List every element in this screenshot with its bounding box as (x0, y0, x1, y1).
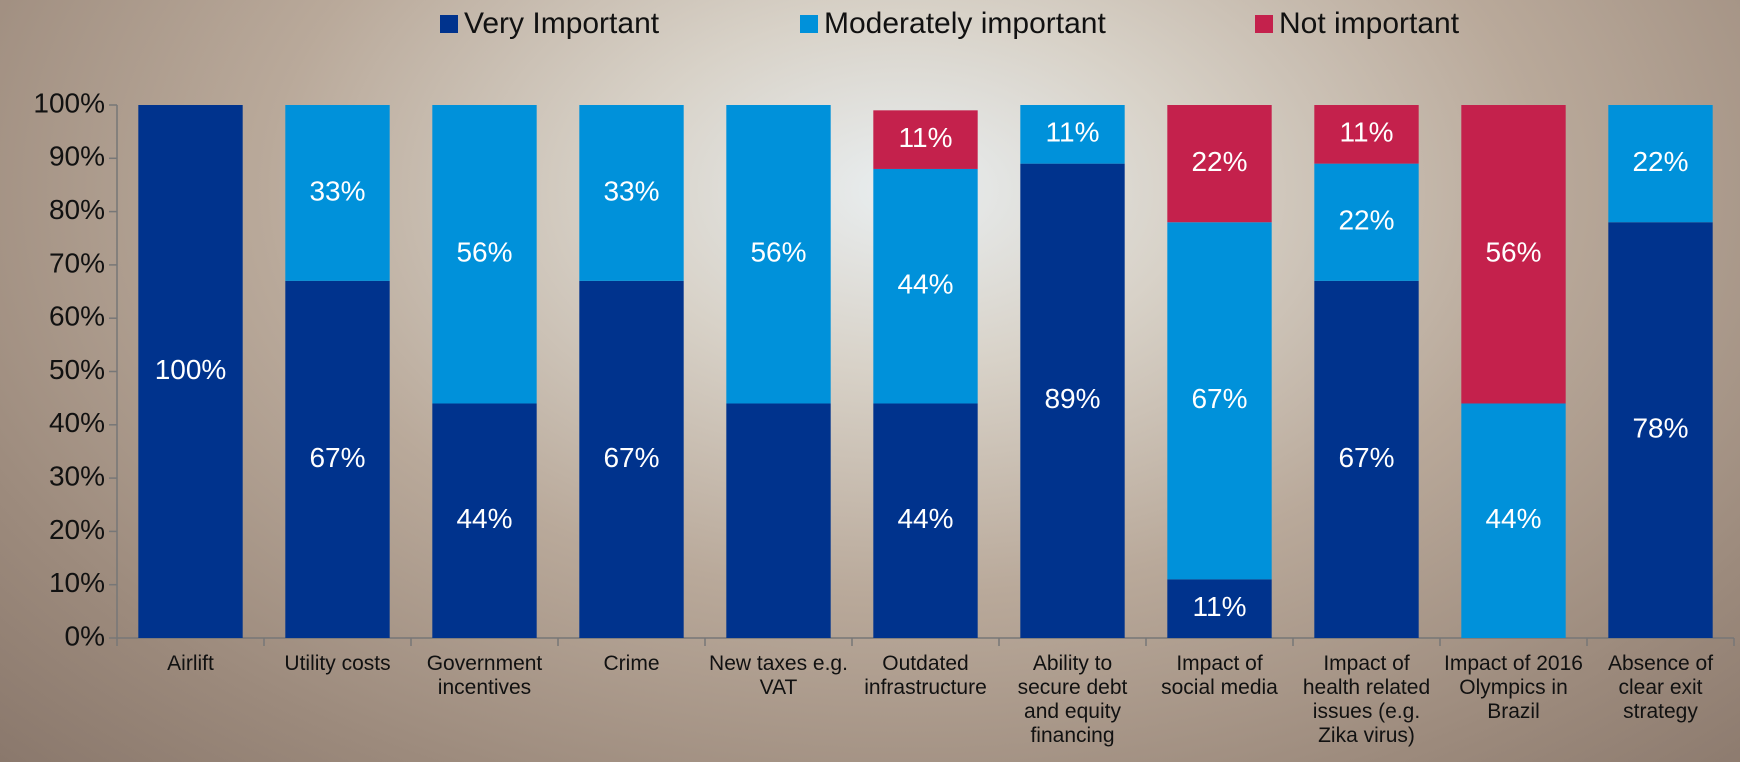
y-tick-label: 80% (49, 194, 105, 225)
x-tick-label: New taxes e.g. VAT (709, 652, 848, 699)
legend-marker (440, 15, 458, 33)
x-tick-label: Impact of health related issues (e.g. Zi… (1302, 652, 1431, 747)
x-tick-label: Ability to secure debt and equity financ… (1017, 652, 1128, 747)
bar-segment (726, 403, 831, 638)
data-label: 78% (1632, 413, 1688, 444)
data-label: 11% (899, 122, 953, 153)
bar-segment (1608, 105, 1713, 223)
bar-segment (1461, 105, 1566, 404)
data-label: 44% (897, 503, 953, 534)
data-label: 67% (1191, 383, 1247, 414)
data-label: 89% (1044, 383, 1100, 414)
data-label: 44% (456, 503, 512, 534)
data-label: 44% (1485, 503, 1541, 534)
data-label: 22% (1632, 146, 1688, 177)
data-label: 67% (309, 442, 365, 473)
y-tick-label: 50% (49, 354, 105, 385)
bar-segment (726, 105, 831, 404)
y-tick-label: 100% (33, 87, 105, 118)
bar-segment (138, 105, 243, 638)
data-label: 56% (456, 237, 512, 268)
x-tick-label: Impact of social media (1161, 652, 1278, 699)
bar-segment (432, 105, 537, 404)
bar-segment (579, 280, 684, 638)
data-label: 11% (1046, 117, 1100, 148)
y-tick-label: 60% (49, 301, 105, 332)
x-tick-label: Impact of 2016 Olympics in Brazil (1444, 652, 1583, 723)
bar-segment (1167, 579, 1272, 638)
legend-label: Very Important (464, 7, 660, 40)
data-label: 67% (603, 442, 659, 473)
bar-segment (1608, 222, 1713, 638)
legend-label: Not important (1279, 7, 1460, 40)
data-label: 56% (750, 237, 806, 268)
data-label: 44% (897, 269, 953, 300)
data-label: 22% (1191, 146, 1247, 177)
x-tick-label: Crime (603, 652, 660, 675)
y-tick-label: 10% (49, 567, 105, 598)
bar-segment (873, 110, 978, 169)
legend-marker (1255, 15, 1273, 33)
bar-segment (1020, 163, 1125, 638)
data-label: 22% (1338, 205, 1394, 236)
bar-segment (1461, 403, 1566, 638)
bar-segment (432, 403, 537, 638)
bar-segment (1314, 105, 1419, 164)
bar-segment (873, 403, 978, 638)
bar-segment (1314, 163, 1419, 281)
bar-segment (873, 168, 978, 404)
x-tick-label: Outdated infrastructure (864, 652, 987, 699)
bar-segment (579, 105, 684, 281)
x-tick-label: Government incentives (426, 652, 543, 699)
x-tick-label: Utility costs (284, 652, 391, 675)
data-label: 67% (1338, 442, 1394, 473)
bar-segment (285, 105, 390, 281)
y-tick-label: 40% (49, 407, 105, 438)
bar-segment (1167, 222, 1272, 580)
bar-segment (1314, 280, 1419, 638)
data-label: 33% (309, 175, 365, 206)
data-label: 11% (1193, 591, 1247, 622)
bar-segment (1167, 105, 1272, 223)
bar-segment (1020, 105, 1125, 164)
legend-label: Moderately important (824, 7, 1106, 40)
data-label: 11% (1340, 117, 1394, 148)
x-tick-label: Absence of clear exit strategy (1607, 652, 1714, 723)
bar-segment (285, 280, 390, 638)
y-tick-label: 0% (65, 620, 105, 651)
y-tick-label: 70% (49, 247, 105, 278)
y-tick-label: 20% (49, 514, 105, 545)
data-label: 100% (155, 354, 227, 385)
x-tick-label: Airlift (167, 652, 214, 675)
data-label: 56% (1485, 237, 1541, 268)
y-tick-label: 30% (49, 460, 105, 491)
y-tick-label: 90% (49, 141, 105, 172)
data-label: 33% (603, 175, 659, 206)
legend-marker (800, 15, 818, 33)
